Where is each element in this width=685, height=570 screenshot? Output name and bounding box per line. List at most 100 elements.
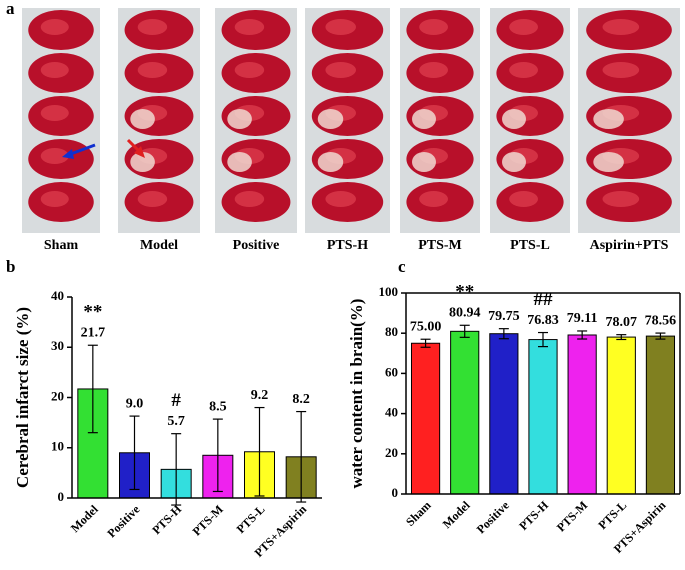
value-label: 5.7 [167,414,185,429]
error-bar [171,433,182,506]
x-tick-label: PTS-H [516,498,551,533]
x-tick-label: PTS-M [554,498,590,534]
infarct [593,109,624,129]
y-tick-label: 40 [385,405,398,420]
x-tick-label: Sham [403,498,434,529]
group-label: Model [140,238,178,253]
x-tick-label: PTS-M [190,502,226,538]
infarct [502,109,526,129]
error-bar [498,328,509,340]
y-tick-label: 80 [385,324,398,339]
infarct [227,152,252,172]
bar [489,333,519,495]
value-label: 9.2 [251,388,269,403]
slice-highlight [234,19,265,35]
slice-highlight [325,19,357,35]
group-label: Aspirin+PTS [590,238,669,253]
panel-label: a [6,0,15,18]
slice-highlight [419,62,448,78]
value-label: 76.83 [527,313,559,328]
error-bar [538,331,548,348]
bar [567,334,597,495]
slice-highlight [419,191,448,207]
group-label: PTS-L [510,238,550,253]
group-label: Sham [44,238,79,253]
infarct [317,109,344,129]
y-axis-label: Cerebral infarct size (%) [13,307,32,488]
infarct [502,152,526,172]
arrowhead [134,146,145,158]
value-label: 75.00 [410,319,442,334]
group-label: PTS-M [418,238,462,253]
slice-highlight [40,105,69,121]
infarct [317,152,344,172]
bar [645,335,676,495]
error-bar [616,334,627,341]
value-label: 8.2 [292,392,310,407]
bar [410,342,441,495]
significance-mark: ** [83,302,102,323]
panel-label: c [398,257,406,276]
error-bar [577,330,588,340]
significance-mark: # [171,390,181,411]
slice-highlight [509,62,538,78]
y-tick-label: 10 [51,439,64,454]
error-bar [459,324,470,338]
group-label: Positive [233,238,280,253]
infarct [130,152,155,172]
y-tick-label: 0 [58,489,65,504]
slice-highlight [602,19,640,35]
slice-highlight [234,191,265,207]
infarct [412,109,436,129]
infarct [130,109,155,129]
slice-highlight [602,191,640,207]
x-tick-label: Model [68,502,101,535]
infarct [412,152,436,172]
error-bar [87,344,98,434]
value-label: 79.11 [567,311,598,326]
significance-mark: ## [534,289,554,310]
y-tick-label: 60 [385,364,398,379]
slice-highlight [325,191,357,207]
value-label: 9.0 [126,396,144,411]
panel-label: b [6,257,15,276]
slice-highlight [40,62,69,78]
group-label: PTS-H [327,238,368,253]
error-bar [129,415,140,491]
slice-highlight [602,62,640,78]
slice-highlight [40,148,69,164]
value-label: 80.94 [449,305,481,320]
slice-highlight [419,19,448,35]
y-axis-label: water content in brain(%) [347,299,366,489]
x-tick-label: Positive [104,502,143,541]
y-tick-label: 40 [51,288,64,303]
slice-highlight [325,62,357,78]
x-tick-label: PTS-L [595,498,629,532]
bar [450,330,480,495]
value-label: 79.75 [488,309,520,324]
x-tick-label: Positive [474,498,513,537]
slice-highlight [40,19,69,35]
error-bar [254,406,265,497]
slice-highlight [137,191,168,207]
value-label: 78.56 [645,313,677,328]
x-tick-label: Model [440,498,473,531]
infarct [227,109,252,129]
value-label: 8.5 [209,399,227,414]
error-bar [420,338,431,348]
y-tick-label: 0 [392,485,399,500]
slice-highlight [509,19,538,35]
bar [606,336,636,495]
slice-highlight [40,191,69,207]
slice-highlight [137,19,168,35]
y-tick-label: 20 [385,445,398,460]
x-tick-label: PTS-L [234,502,268,536]
slice-highlight [234,62,265,78]
y-tick-label: 20 [51,388,64,403]
infarct [593,152,624,172]
value-label: 78.07 [606,315,638,330]
significance-mark: ** [455,282,474,303]
arrowhead [62,149,74,159]
x-tick-label: PTS-H [149,502,184,537]
